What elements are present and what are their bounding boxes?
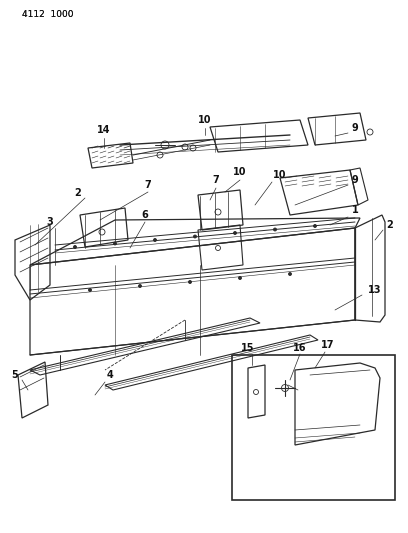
Circle shape xyxy=(193,235,197,238)
Text: 16: 16 xyxy=(293,343,307,353)
Circle shape xyxy=(233,231,237,235)
Text: 10: 10 xyxy=(273,170,287,180)
Circle shape xyxy=(313,224,317,228)
Text: 3: 3 xyxy=(47,217,53,227)
Text: 7: 7 xyxy=(144,180,151,190)
Text: 6: 6 xyxy=(142,210,149,220)
Text: 10: 10 xyxy=(198,115,212,125)
Circle shape xyxy=(89,288,91,292)
Text: 4112  1000: 4112 1000 xyxy=(22,10,73,19)
Circle shape xyxy=(73,246,77,248)
Bar xyxy=(232,355,395,500)
Text: 2: 2 xyxy=(387,220,393,230)
Circle shape xyxy=(153,238,157,241)
Text: 5: 5 xyxy=(11,370,18,380)
Circle shape xyxy=(188,280,191,284)
Text: 9: 9 xyxy=(352,175,358,185)
Circle shape xyxy=(239,277,242,279)
Circle shape xyxy=(288,272,291,276)
Text: 1: 1 xyxy=(352,205,358,215)
Text: 13: 13 xyxy=(368,285,382,295)
Text: 14: 14 xyxy=(97,125,111,135)
Text: 2: 2 xyxy=(75,188,81,198)
Circle shape xyxy=(138,285,142,287)
Text: 9: 9 xyxy=(352,123,358,133)
Text: 15: 15 xyxy=(241,343,255,353)
Text: 4112  1000: 4112 1000 xyxy=(22,10,73,19)
Circle shape xyxy=(113,242,117,245)
Text: 17: 17 xyxy=(321,340,335,350)
Text: 7: 7 xyxy=(213,175,220,185)
Text: 4: 4 xyxy=(106,370,113,380)
Circle shape xyxy=(273,228,277,231)
Text: 10: 10 xyxy=(233,167,247,177)
